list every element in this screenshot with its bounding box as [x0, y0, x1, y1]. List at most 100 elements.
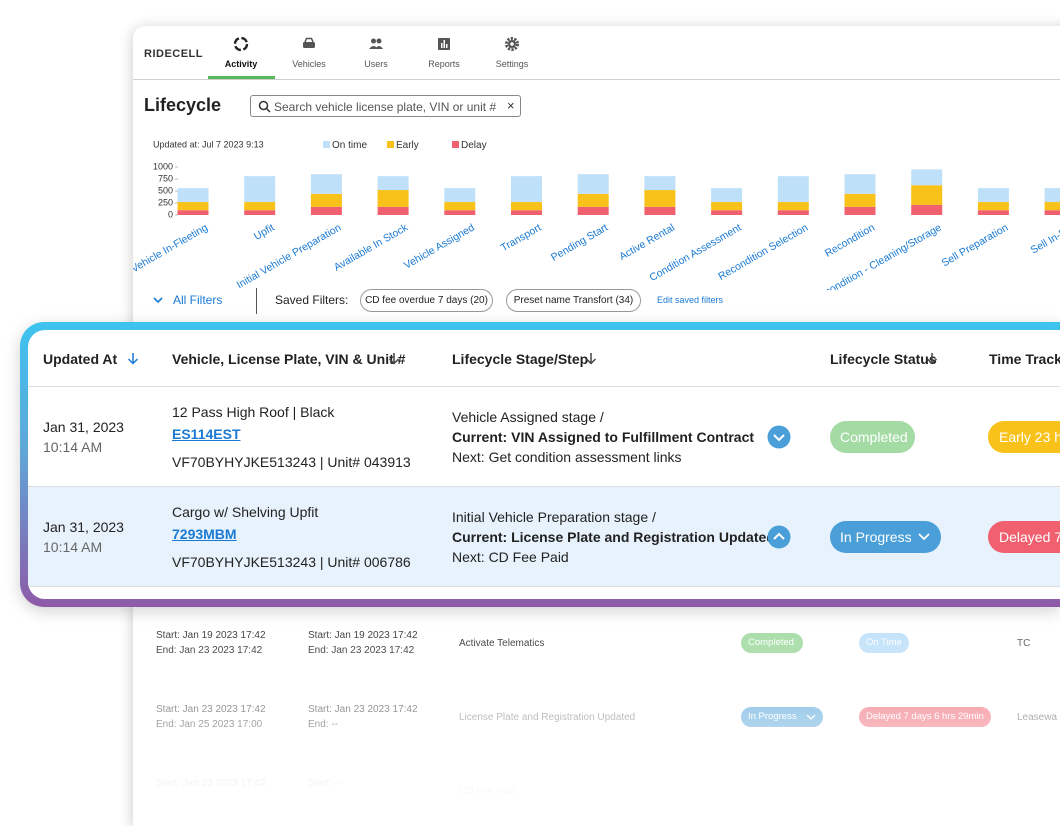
edit-filters[interactable]: Edit saved filters	[657, 295, 724, 305]
bar-segment	[310, 174, 342, 194]
column-header[interactable]: Time Track	[989, 351, 1060, 367]
bar-segment	[177, 202, 209, 211]
expand-toggle	[767, 425, 791, 449]
chevron-down	[918, 533, 930, 541]
bar-segment	[444, 188, 476, 203]
bar-segment	[777, 210, 809, 215]
bar-segment	[377, 190, 409, 207]
expand-toggle	[767, 525, 791, 549]
owner: Leasewa	[1017, 712, 1058, 723]
bar-segment	[244, 202, 276, 211]
bar-segment	[1044, 188, 1060, 203]
time-track-pill: On Time	[859, 633, 909, 653]
bar-segment	[977, 202, 1009, 211]
license-plate[interactable]: ES114EST	[172, 426, 241, 442]
y-tick-label: 750	[158, 173, 173, 183]
bar-segment	[644, 176, 676, 191]
bar-segment	[177, 210, 209, 215]
time: 10:14 AM	[43, 439, 103, 455]
column-header[interactable]: Updated At	[43, 351, 118, 367]
clear-button[interactable]: ×	[507, 98, 515, 113]
bar-segment	[244, 210, 276, 215]
chart-subtitle: Updated at: Jul 7 2023 9:13	[153, 139, 264, 149]
nav-tab[interactable]: Users	[364, 59, 388, 69]
bar-segment	[1044, 202, 1060, 211]
planned-time: Start: Jan 23 2023 17:42	[156, 778, 266, 789]
x-tick-label: Vehicle Assigned	[402, 222, 477, 272]
bar-segment	[777, 202, 809, 211]
x-tick-label: Available In Stock	[332, 221, 411, 273]
filter-chip[interactable]: Preset name Transfort (34)	[506, 289, 641, 312]
search-placeholder: Search vehicle license plate, VIN or uni…	[274, 100, 497, 114]
bar-segment	[511, 210, 542, 215]
legend-swatch	[387, 141, 394, 148]
highlight-card: Updated At Vehicle, License Plate, VIN & …	[20, 322, 1060, 607]
actual-time: End: --	[308, 719, 339, 730]
nav-tab[interactable]: Activity	[224, 59, 258, 69]
step: License Plate and Registration Updated	[459, 712, 636, 723]
x-tick-label: Upfit	[252, 222, 277, 243]
search-box[interactable]: Search vehicle license plate, VIN or uni…	[250, 95, 521, 117]
bar-segment	[911, 204, 943, 215]
y-tick-label: 500	[158, 185, 173, 195]
main-table: Updated At Vehicle, License Plate, VIN & …	[28, 330, 1060, 599]
sort-arrow	[388, 353, 400, 365]
logo[interactable]: RIDECELL	[144, 48, 203, 60]
x-tick-label: Transport	[499, 222, 544, 255]
sort-arrow	[127, 353, 139, 365]
bar-segment	[444, 202, 476, 211]
step: CD Fee Paid	[459, 786, 517, 797]
x-tick-label: Active Rental	[617, 222, 677, 263]
stage: Vehicle Assigned stage /	[452, 409, 604, 425]
sort-arrow	[585, 353, 597, 365]
bar-segment	[577, 206, 609, 215]
planned-time: Start: Jan 23 2023 17:42	[156, 704, 266, 715]
saved-filters-label: Saved Filters:	[275, 293, 349, 307]
nav-divider	[133, 79, 1060, 80]
vin: VF70BYHYJKE513243 | Unit# 043913	[172, 454, 411, 470]
page-title: Lifecycle	[144, 95, 222, 115]
nav-tab[interactable]: Reports	[428, 59, 460, 69]
status-pill[interactable]: Completed	[830, 421, 915, 453]
step: Activate Telematics	[459, 638, 545, 649]
chevron-down	[806, 714, 816, 720]
planned-time: Start: Jan 19 2023 17:42	[156, 630, 266, 641]
nav-tab[interactable]: Settings	[495, 59, 529, 69]
legend-label: Early	[396, 140, 419, 151]
bar-segment	[577, 174, 609, 194]
time-track-pill: Early 23 hr	[988, 421, 1060, 453]
bar-segment	[844, 174, 876, 194]
legend-label: Delay	[461, 140, 487, 151]
status-pill[interactable]: Completed	[741, 633, 803, 653]
vin: VF70BYHYJKE513243 | Unit# 006786	[172, 554, 411, 570]
bar-segment	[777, 176, 809, 203]
license-plate[interactable]: 7293MBM	[172, 526, 237, 542]
vehicle: Cargo w/ Shelving Upfit	[172, 504, 319, 520]
next-step: Next: Get condition assessment links	[452, 449, 682, 465]
x-tick-label: Sell In-Pro	[1029, 222, 1060, 257]
bar-segment	[644, 190, 676, 207]
column-header[interactable]: Lifecycle Status	[830, 351, 937, 367]
legend-label: On time	[332, 140, 367, 151]
bar-segment	[844, 206, 876, 215]
time: 10:14 AM	[43, 539, 103, 555]
bar-segment	[977, 210, 1009, 215]
bar-segment	[711, 210, 743, 215]
bar-segment	[511, 176, 542, 203]
column-header[interactable]: Vehicle, License Plate, VIN & Unit #	[172, 351, 406, 367]
next-step: Next: CD Fee Paid	[452, 549, 569, 565]
header-divider	[28, 386, 1060, 387]
tab-icon	[438, 38, 450, 50]
sort-arrow	[926, 353, 938, 365]
actual-time: Start: Jan 19 2023 17:42	[308, 630, 418, 641]
column-header[interactable]: Lifecycle Stage/Step	[452, 351, 589, 367]
filter-chip[interactable]: CD fee overdue 7 days (20)	[360, 289, 493, 312]
y-tick-label: 250	[158, 197, 173, 207]
all-filters[interactable]: All Filters	[173, 293, 223, 307]
chevron-down	[153, 297, 163, 304]
bar-segment	[577, 193, 609, 207]
tab-icon	[233, 36, 249, 52]
date: Jan 31, 2023	[43, 519, 124, 535]
x-tick-label: Vehicle In-Fleeting	[133, 222, 210, 276]
nav-tab[interactable]: Vehicles	[292, 59, 326, 69]
